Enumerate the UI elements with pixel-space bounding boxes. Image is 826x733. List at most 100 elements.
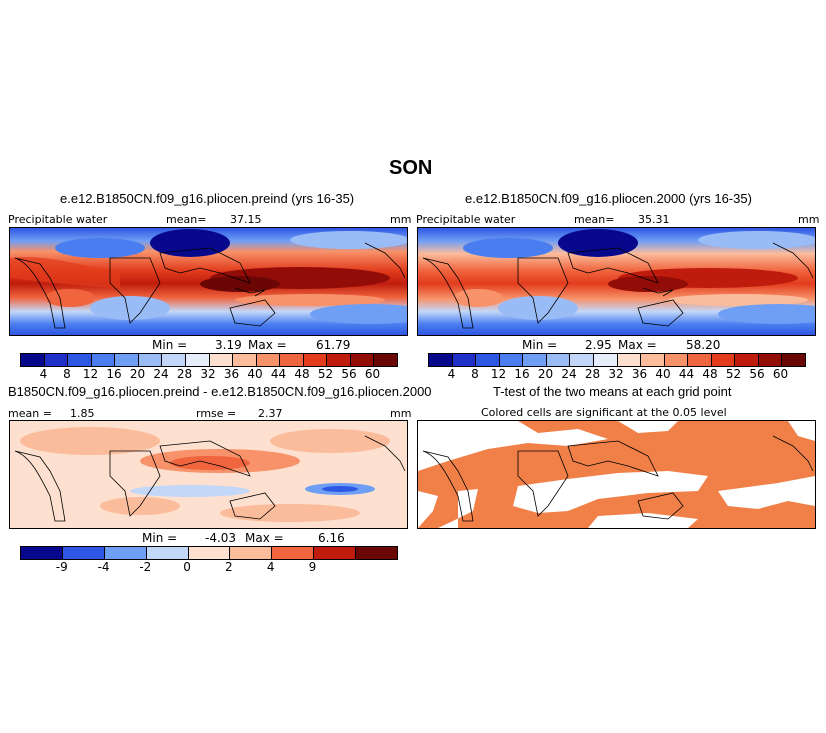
panel-1-colorbar-swatch bbox=[185, 354, 210, 366]
panel-2-min-label: Min = bbox=[522, 338, 558, 352]
panel-2-map-field bbox=[418, 228, 815, 335]
panel-1-colorbar-swatch bbox=[21, 354, 45, 366]
panel-3-title: B1850CN.f09_g16.pliocen.preind - e.e12.B… bbox=[8, 384, 432, 399]
panel-3-units: mm bbox=[390, 407, 412, 420]
panel-3-colorbar-swatch bbox=[62, 547, 105, 559]
panel-2-colorbar-tick-label: 40 bbox=[655, 367, 671, 381]
panel-2-colorbar-swatch bbox=[711, 354, 736, 366]
panel-3-colorbar-ticks: -9 -4 -2 0 2 4 9 bbox=[20, 560, 396, 576]
panel-2-colorbar-swatch bbox=[476, 354, 500, 366]
panel-2-max-label: Max = bbox=[618, 338, 657, 352]
panel-2-colorbar-swatch bbox=[664, 354, 689, 366]
panel-1-min-label: Min = bbox=[152, 338, 188, 352]
panel-1-colorbar-tick-label: 36 bbox=[223, 367, 240, 381]
panel-2-colorbar-tick-label: 56 bbox=[749, 367, 765, 381]
panel-2-colorbar-swatch bbox=[452, 354, 477, 366]
panel-1-colorbar-swatch bbox=[350, 354, 375, 366]
panel-1-colorbar-swatch bbox=[256, 354, 281, 366]
panel-2-units: mm bbox=[798, 213, 820, 226]
panel-2-title: e.e12.B1850CN.f09_g16.pliocen.2000 (yrs … bbox=[465, 191, 752, 206]
panel-2-colorbar-swatch bbox=[499, 354, 524, 366]
panel-1-colorbar bbox=[20, 353, 398, 367]
panel-1-colorbar-swatch bbox=[91, 354, 116, 366]
panel-2-colorbar-ticks: 4 8 12 16 20 24 28 32 36 40 44 48 52 56 60 bbox=[428, 367, 804, 383]
panel-1-colorbar-tick-label: 28 bbox=[176, 367, 193, 381]
panel-1-colorbar-swatch bbox=[280, 354, 304, 366]
panel-3-colorbar-swatch bbox=[104, 547, 147, 559]
panel-1-colorbar-tick-label: 48 bbox=[294, 367, 310, 381]
panel-4-subtitle: Colored cells are significant at the 0.0… bbox=[481, 406, 727, 419]
panel-2-colorbar-swatch bbox=[641, 354, 665, 366]
panel-3-colorbar-tick-label: 2 bbox=[225, 560, 233, 574]
panel-1-max-label: Max = bbox=[248, 338, 287, 352]
panel-1-colorbar-tick-label: 32 bbox=[200, 367, 216, 381]
panel-1-colorbar-tick-label: 56 bbox=[341, 367, 357, 381]
panel-1-mean-label: mean= bbox=[166, 213, 207, 226]
panel-2-colorbar-swatch bbox=[570, 354, 594, 366]
panel-1-map-field bbox=[10, 228, 407, 335]
panel-1-colorbar-tick-label: 24 bbox=[153, 367, 169, 381]
panel-3-rmse-value: 2.37 bbox=[258, 407, 283, 420]
panel-2-colorbar-tick-label: 12 bbox=[490, 367, 507, 381]
panel-2-mean-value: 35.31 bbox=[638, 213, 670, 226]
panel-3-colorbar-swatch bbox=[146, 547, 189, 559]
panel-1-colorbar-tick-label: 4 bbox=[39, 367, 48, 381]
panel-2-colorbar-swatch bbox=[758, 354, 783, 366]
page-title: SON bbox=[389, 157, 433, 179]
panel-2-colorbar-tick-label: 32 bbox=[608, 367, 624, 381]
panel-4-significance-field bbox=[418, 421, 815, 528]
panel-3-colorbar-swatch bbox=[356, 547, 398, 559]
panel-1-colorbar-swatch bbox=[138, 354, 163, 366]
panel-3-max-label: Max = bbox=[245, 531, 284, 545]
panel-1-colorbar-tick-label: 20 bbox=[129, 367, 146, 381]
panel-2-colorbar bbox=[428, 353, 806, 367]
panel-3-colorbar-swatch bbox=[21, 547, 63, 559]
panel-2-colorbar-swatch bbox=[617, 354, 642, 366]
panel-1-mean-value: 37.15 bbox=[230, 213, 262, 226]
panel-1-colorbar-swatch bbox=[162, 354, 186, 366]
panel-3-colorbar-tick-label: 9 bbox=[308, 560, 317, 574]
panel-3-colorbar-swatch bbox=[188, 547, 231, 559]
panel-4-map bbox=[417, 420, 816, 529]
panel-3-mean-label: mean = bbox=[8, 407, 52, 420]
panel-1-colorbar-tick-label: 40 bbox=[247, 367, 263, 381]
panel-2-colorbar-tick-label: 60 bbox=[772, 367, 789, 381]
panel-3-colorbar-swatch bbox=[314, 547, 357, 559]
panel-2-colorbar-swatch bbox=[593, 354, 618, 366]
panel-2-colorbar-tick-label: 52 bbox=[725, 367, 742, 381]
panel-3-colorbar-swatch bbox=[230, 547, 273, 559]
panel-3-colorbar-tick-label: -9 bbox=[55, 560, 68, 574]
panel-2-colorbar-tick-label: 24 bbox=[561, 367, 577, 381]
panel-3-min-value: -4.03 bbox=[205, 531, 237, 545]
panel-2-colorbar-swatch bbox=[782, 354, 805, 366]
panel-1-colorbar-tick-label: 44 bbox=[270, 367, 287, 381]
panel-1-colorbar-swatch bbox=[68, 354, 92, 366]
panel-2-colorbar-tick-label: 16 bbox=[514, 367, 530, 381]
panel-3-colorbar bbox=[20, 546, 398, 560]
panel-1-units: mm bbox=[390, 213, 412, 226]
panel-2-variable-label: Precipitable water bbox=[416, 213, 516, 226]
panel-3-map bbox=[9, 420, 408, 529]
panel-3-colorbar-tick-label: -4 bbox=[97, 560, 110, 574]
panel-2-min-value: 2.95 bbox=[585, 338, 612, 352]
panel-2-colorbar-tick-label: 44 bbox=[678, 367, 695, 381]
panel-1-colorbar-tick-label: 8 bbox=[63, 367, 71, 381]
panel-1-colorbar-swatch bbox=[233, 354, 257, 366]
panel-2-colorbar-tick-label: 20 bbox=[537, 367, 554, 381]
panel-1-colorbar-tick-label: 12 bbox=[82, 367, 99, 381]
panel-2-max-value: 58.20 bbox=[686, 338, 721, 352]
panel-2-colorbar-swatch bbox=[735, 354, 759, 366]
panel-1-colorbar-swatch bbox=[374, 354, 397, 366]
panel-3-map-field bbox=[10, 421, 407, 528]
panel-3-colorbar-tick-label: 0 bbox=[183, 560, 191, 574]
panel-3-colorbar-swatch bbox=[272, 547, 315, 559]
panel-2-colorbar-swatch bbox=[429, 354, 453, 366]
panel-2-colorbar-tick-label: 8 bbox=[471, 367, 479, 381]
panel-3-rmse-label: rmse = bbox=[196, 407, 237, 420]
panel-2-colorbar-tick-label: 28 bbox=[584, 367, 601, 381]
panel-1-min-value: 3.19 bbox=[215, 338, 242, 352]
panel-1-colorbar-swatch bbox=[209, 354, 234, 366]
panel-1-colorbar-swatch bbox=[303, 354, 328, 366]
panel-1-colorbar-tick-label: 60 bbox=[364, 367, 381, 381]
panel-1-map bbox=[9, 227, 408, 336]
